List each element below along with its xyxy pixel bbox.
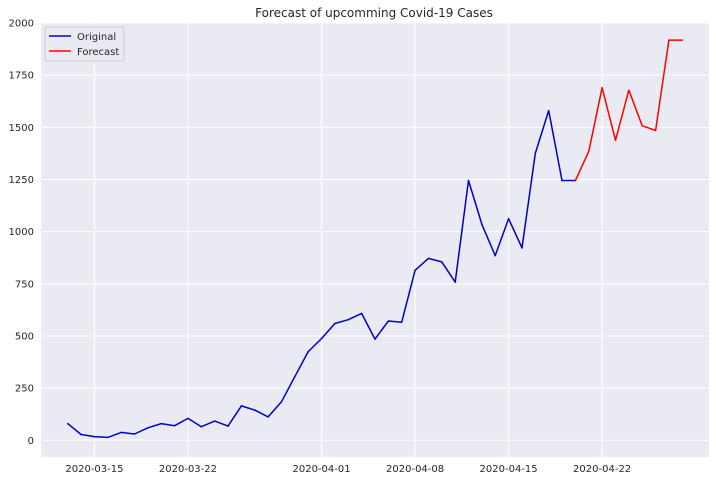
y-axis-ticks: 0 250 500 750 1000 1250 1500 1750 2000 — [9, 19, 34, 447]
data-point-original — [280, 400, 283, 403]
data-point-original — [454, 281, 456, 283]
y-tick-label: 1750 — [9, 71, 34, 82]
data-point-original — [147, 427, 149, 429]
data-point-forecast — [601, 86, 603, 89]
data-point-original — [173, 424, 176, 427]
y-tick-label: 750 — [15, 279, 34, 290]
data-point-original — [254, 409, 256, 411]
data-point-original — [80, 433, 82, 436]
data-point-forecast — [681, 39, 684, 41]
data-point-original — [240, 405, 243, 407]
data-point-original — [307, 350, 309, 353]
y-tick-label: 2000 — [9, 19, 34, 30]
data-point-original — [387, 320, 390, 322]
data-point-original — [227, 425, 229, 427]
data-point-original — [200, 425, 203, 428]
series-lines — [66, 39, 684, 439]
data-point-original — [334, 322, 336, 325]
data-point-original — [521, 247, 523, 249]
data-point-forecast — [588, 150, 590, 153]
data-point-original — [400, 321, 403, 323]
data-point-original — [441, 261, 443, 263]
data-point-forecast — [668, 39, 670, 41]
y-tick-label: 1250 — [9, 175, 34, 186]
legend-label-forecast: Forecast — [77, 47, 119, 58]
x-axis-ticks: 2020-03-15 2020-03-22 2020-04-01 2020-04-08… — [65, 464, 631, 475]
data-point-original — [347, 318, 350, 321]
data-point-forecast — [614, 139, 617, 142]
x-tick-label: 2020-04-01 — [292, 464, 350, 475]
data-point-original — [187, 417, 189, 420]
data-point-forecast — [574, 179, 577, 182]
y-tick-label: 1500 — [9, 123, 34, 134]
data-point-original — [481, 223, 483, 226]
data-point-original — [360, 312, 363, 315]
y-tick-label: 1000 — [9, 227, 34, 238]
data-point-original — [267, 416, 269, 418]
chart-title: Forecast of upcomming Covid-19 Cases — [255, 6, 493, 20]
data-point-original — [160, 422, 162, 425]
data-point-original — [107, 436, 109, 439]
data-point-original — [467, 179, 470, 182]
data-point-forecast — [628, 89, 630, 91]
data-point-original — [561, 179, 563, 182]
grid-lines — [41, 22, 709, 457]
y-tick-label: 0 — [28, 436, 34, 447]
legend-label-original: Original — [77, 32, 116, 43]
data-point-original — [414, 269, 416, 272]
data-point-original — [320, 337, 323, 340]
data-point-original — [534, 152, 537, 155]
data-point-original — [547, 109, 550, 112]
data-point-original — [66, 422, 69, 425]
data-point-forecast — [654, 129, 657, 132]
legend: Original Forecast — [44, 26, 125, 62]
x-tick-label: 2020-04-15 — [480, 464, 538, 475]
data-point-original — [133, 433, 136, 435]
data-point-original — [294, 375, 296, 378]
data-point-original — [374, 338, 376, 340]
y-tick-label: 500 — [15, 331, 34, 342]
plot-background — [41, 23, 709, 457]
data-point-original — [120, 431, 122, 434]
x-tick-label: 2020-03-15 — [65, 464, 123, 475]
data-point-original — [507, 217, 510, 220]
x-tick-label: 2020-04-08 — [386, 464, 444, 475]
data-point-original — [427, 257, 430, 260]
x-tick-label: 2020-03-22 — [159, 464, 217, 475]
data-point-forecast — [641, 124, 643, 127]
data-point-original — [494, 254, 496, 257]
data-point-original — [93, 435, 96, 438]
data-point-original — [213, 420, 216, 422]
y-tick-label: 250 — [15, 384, 34, 395]
x-tick-label: 2020-04-22 — [573, 464, 631, 475]
